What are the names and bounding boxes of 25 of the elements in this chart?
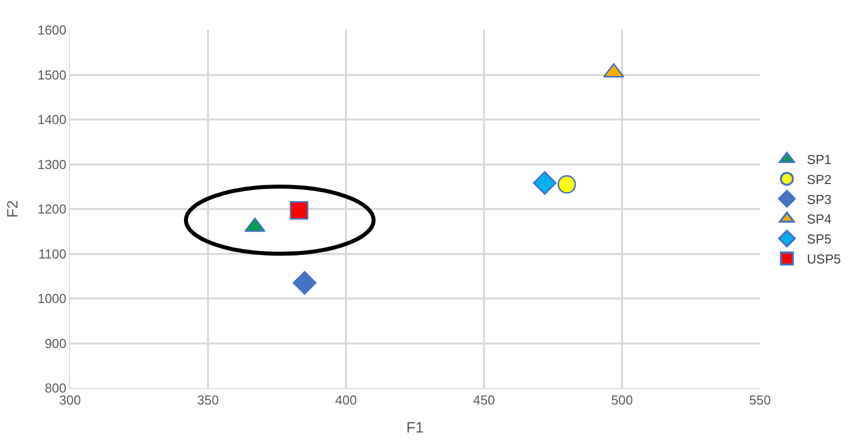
legend-label: SP1 [806,152,832,168]
y-tick-label: 1500 [37,67,66,82]
y-tick-label: 1600 [37,22,66,38]
y-tick-label: 1400 [37,112,66,128]
x-tick-label: 500 [611,392,633,408]
legend-label: SP2 [806,172,832,187]
legend-label: USP5 [806,252,841,267]
legend-label: SP3 [806,192,832,207]
x-tick-label: 550 [749,392,771,408]
point [292,271,316,295]
point [532,171,557,195]
y-tick-label: 1100 [38,246,66,262]
y-tick-label: 1300 [37,156,66,172]
legend-label: SP5 [806,232,832,247]
x-tick-label: 450 [473,392,495,408]
y-tick-label: 1000 [37,291,66,306]
y-tick-label: 900 [44,336,66,351]
x-axis-title: F1 [406,420,424,437]
point [558,175,576,194]
x-tick-label: 350 [197,392,219,408]
legend-label: SP4 [806,212,832,227]
point [290,201,308,220]
y-axis-title: F2 [4,200,22,218]
y-tick-label: 1200 [37,202,66,217]
x-tick-label: 400 [335,392,357,408]
